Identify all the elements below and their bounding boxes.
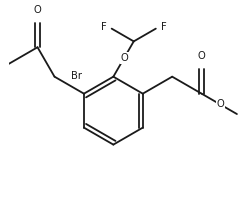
Text: F: F bbox=[161, 22, 166, 32]
Text: O: O bbox=[216, 99, 224, 109]
Text: O: O bbox=[121, 53, 128, 63]
Text: O: O bbox=[34, 5, 42, 15]
Text: Br: Br bbox=[71, 71, 82, 81]
Text: O: O bbox=[198, 51, 205, 61]
Text: F: F bbox=[101, 22, 107, 32]
